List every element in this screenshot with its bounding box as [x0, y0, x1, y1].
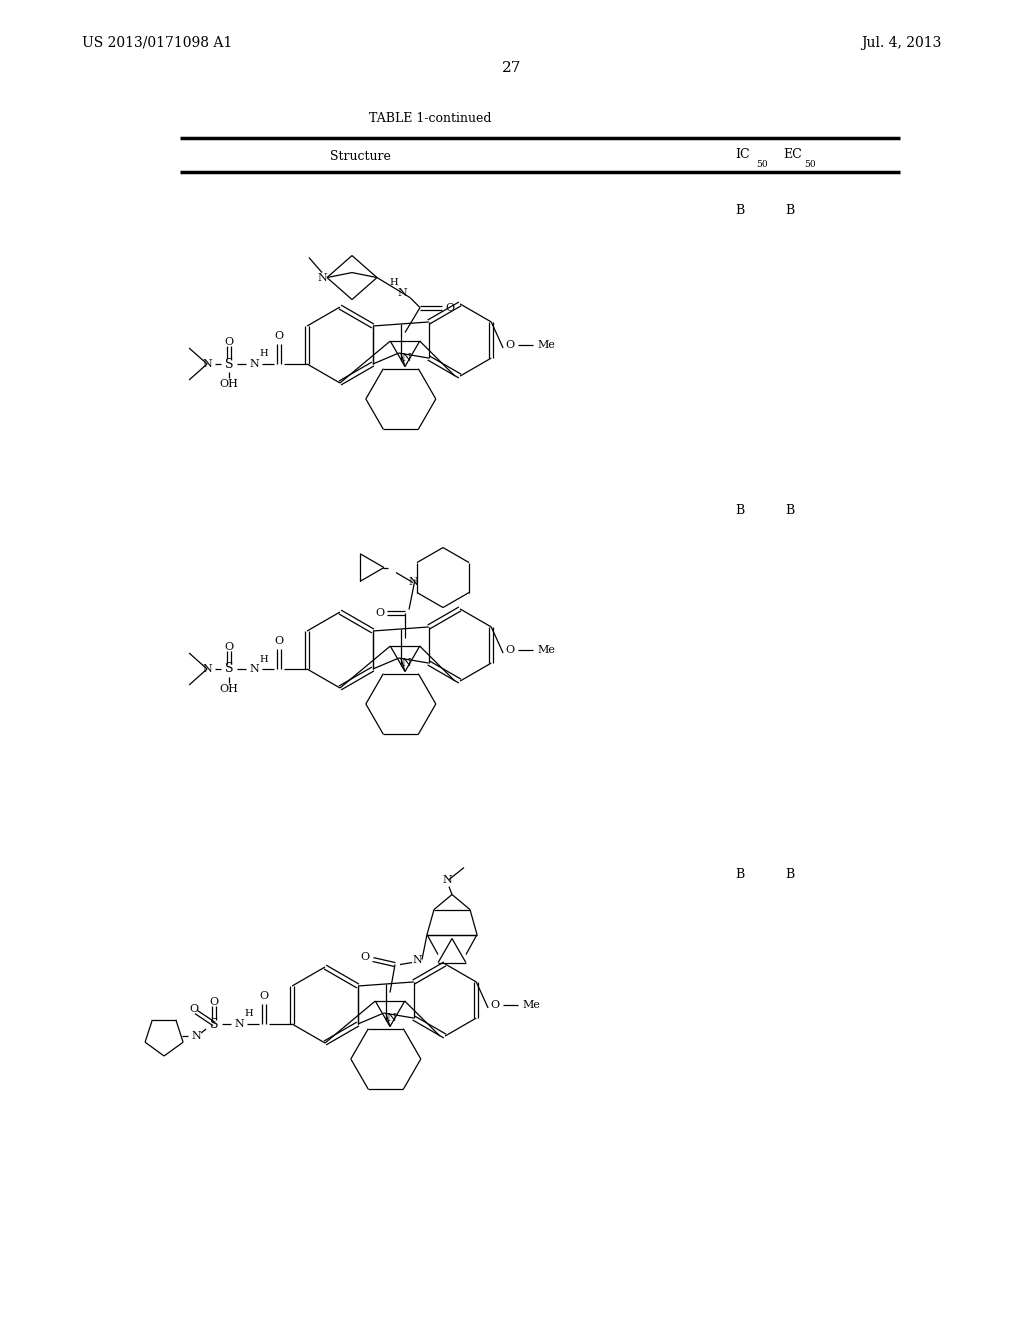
Text: N: N	[412, 954, 422, 965]
Text: O: O	[376, 607, 385, 618]
Text: O: O	[274, 331, 284, 341]
Text: H: H	[245, 1010, 253, 1019]
Text: N: N	[402, 659, 412, 668]
Text: O: O	[445, 302, 455, 313]
Text: N: N	[202, 664, 212, 675]
Text: H: H	[260, 350, 268, 359]
Text: O: O	[259, 991, 268, 1001]
Text: OH: OH	[220, 684, 239, 694]
Text: Me: Me	[522, 1001, 540, 1010]
Text: O: O	[189, 1005, 199, 1014]
Text: B: B	[735, 503, 744, 516]
Text: O: O	[224, 642, 233, 652]
Text: S: S	[225, 663, 233, 676]
Text: B: B	[735, 203, 744, 216]
Text: OH: OH	[220, 379, 239, 389]
Text: IC: IC	[735, 149, 750, 161]
Text: Me: Me	[538, 341, 555, 350]
Text: EC: EC	[783, 149, 802, 161]
Text: N: N	[249, 359, 259, 370]
Text: N: N	[191, 1031, 201, 1041]
Text: S: S	[225, 358, 233, 371]
Text: 50: 50	[756, 160, 768, 169]
Text: O: O	[210, 997, 219, 1007]
Text: 50: 50	[804, 160, 816, 169]
Text: O: O	[490, 1001, 500, 1010]
Text: O: O	[360, 952, 370, 961]
Text: N: N	[249, 664, 259, 675]
Text: Structure: Structure	[330, 150, 390, 164]
Text: US 2013/0171098 A1: US 2013/0171098 A1	[82, 36, 232, 50]
Text: N: N	[402, 352, 412, 363]
Text: H: H	[260, 655, 268, 664]
Text: N: N	[409, 577, 418, 586]
Text: O: O	[274, 636, 284, 645]
Text: B: B	[735, 869, 744, 882]
Text: O: O	[224, 337, 233, 347]
Text: Me: Me	[538, 645, 555, 655]
Text: H: H	[390, 279, 398, 286]
Text: N: N	[442, 875, 452, 884]
Text: O: O	[506, 341, 515, 350]
Text: S: S	[210, 1018, 218, 1031]
Text: 27: 27	[503, 61, 521, 75]
Text: B: B	[785, 869, 795, 882]
Text: N: N	[202, 359, 212, 370]
Text: O: O	[506, 645, 515, 655]
Text: N: N	[397, 288, 407, 297]
Text: TABLE 1-continued: TABLE 1-continued	[369, 111, 492, 124]
Text: B: B	[785, 203, 795, 216]
Text: N: N	[317, 272, 327, 282]
Text: N: N	[234, 1019, 244, 1030]
Text: B: B	[785, 503, 795, 516]
Text: N: N	[387, 1012, 396, 1023]
Text: Jul. 4, 2013: Jul. 4, 2013	[861, 36, 942, 50]
